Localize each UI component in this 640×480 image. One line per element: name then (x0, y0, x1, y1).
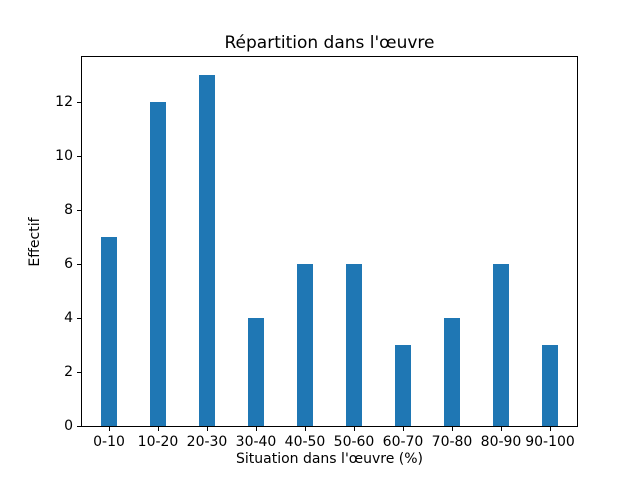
bar-10-20 (150, 101, 166, 426)
x-tick-mark (501, 427, 502, 431)
x-tick-mark (403, 427, 404, 431)
x-tick-label: 30-40 (235, 434, 277, 450)
y-tick-label: 6 (64, 256, 73, 272)
y-tick-mark (77, 210, 81, 211)
y-tick-mark (77, 156, 81, 157)
x-tick-label: 40-50 (284, 434, 326, 450)
x-axis-label: Situation dans l'œuvre (%) (235, 451, 424, 467)
plot-area (81, 56, 578, 427)
x-tick-mark (109, 427, 110, 431)
x-tick-label: 80-90 (480, 434, 522, 450)
y-tick-mark (77, 372, 81, 373)
bar-90-100 (542, 344, 558, 426)
y-tick-label: 2 (64, 364, 73, 380)
x-tick-mark (354, 427, 355, 431)
x-tick-mark (256, 427, 257, 431)
x-tick-mark (550, 427, 551, 431)
x-tick-mark (158, 427, 159, 431)
bar-0-10 (101, 236, 117, 426)
x-tick-mark (452, 427, 453, 431)
bar-80-90 (493, 263, 509, 426)
x-tick-label: 90-100 (525, 434, 575, 450)
chart-title: Répartition dans l'œuvre (224, 33, 435, 53)
x-tick-label: 0-10 (93, 434, 125, 450)
y-tick-label: 10 (55, 148, 73, 164)
bar-70-80 (444, 317, 460, 426)
y-tick-mark (77, 264, 81, 265)
y-tick-label: 8 (64, 202, 73, 218)
y-tick-mark (77, 426, 81, 427)
y-tick-label: 12 (55, 94, 73, 110)
x-tick-label: 70-80 (431, 434, 473, 450)
bar-40-50 (297, 263, 313, 426)
x-tick-label: 60-70 (382, 434, 424, 450)
y-tick-mark (77, 318, 81, 319)
x-tick-label: 10-20 (137, 434, 179, 450)
y-tick-label: 0 (64, 418, 73, 434)
x-tick-label: 50-60 (333, 434, 375, 450)
x-tick-mark (305, 427, 306, 431)
bar-30-40 (248, 317, 264, 426)
x-tick-mark (207, 427, 208, 431)
y-tick-mark (77, 102, 81, 103)
bar-20-30 (199, 74, 215, 426)
x-tick-label: 20-30 (186, 434, 228, 450)
y-tick-label: 4 (64, 310, 73, 326)
bar-60-70 (395, 344, 411, 426)
bar-50-60 (346, 263, 362, 426)
